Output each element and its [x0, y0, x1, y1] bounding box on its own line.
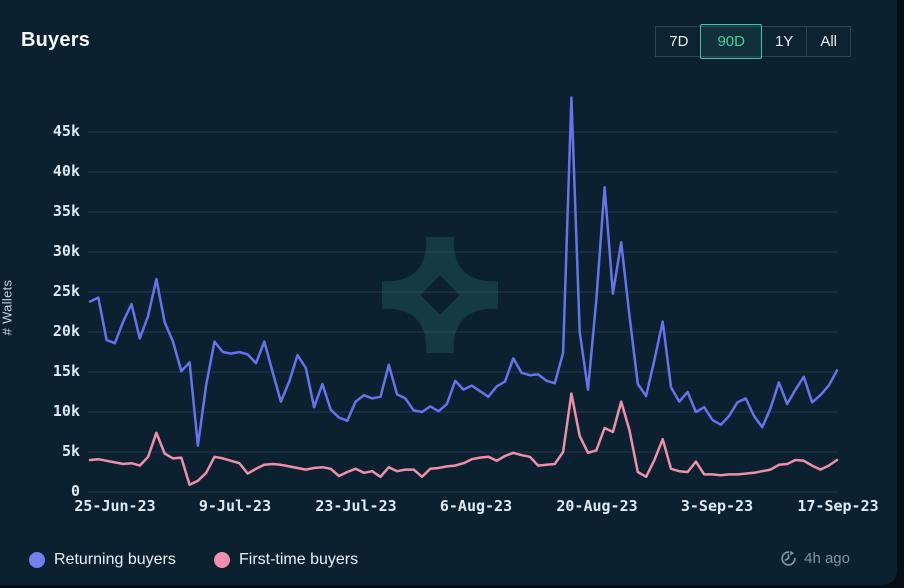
- range-all-button[interactable]: All: [806, 27, 850, 56]
- gridlines: [88, 131, 838, 493]
- page-title: Buyers: [21, 29, 91, 51]
- range-7d-button[interactable]: 7D: [656, 27, 701, 56]
- y-tick-35k: 35k: [52, 202, 80, 220]
- first-time-buyers-dot-icon: [214, 552, 230, 568]
- y-tick-5k: 5k: [61, 442, 80, 460]
- x-tick-3: 6-Aug-23: [439, 497, 513, 515]
- last-updated-label: 4h ago: [804, 550, 850, 567]
- x-tick-6: 17-Sep-23: [797, 497, 879, 515]
- range-90d-button[interactable]: 90D: [700, 24, 762, 59]
- y-axis-title: # Wallets: [0, 279, 15, 336]
- y-tick-25k: 25k: [52, 282, 80, 300]
- y-tick-15k: 15k: [52, 362, 80, 380]
- x-tick-4: 20-Aug-23: [556, 497, 638, 515]
- clock-history-icon: [781, 550, 796, 566]
- legend-label: First-time buyers: [239, 551, 359, 568]
- y-tick-40k: 40k: [52, 162, 80, 180]
- y-tick-20k: 20k: [52, 322, 80, 340]
- x-tick-2: 23-Jul-23: [315, 497, 397, 515]
- y-tick-10k: 10k: [52, 402, 80, 420]
- time-range-selector: 7D 90D 1Y All: [655, 24, 851, 59]
- legend-item-first-time-buyers[interactable]: First-time buyers: [214, 549, 358, 571]
- x-tick-5: 3-Sep-23: [680, 497, 754, 515]
- returning-buyers-dot-icon: [29, 552, 45, 568]
- y-tick-0: 0: [70, 482, 80, 500]
- x-tick-1: 9-Jul-23: [198, 497, 272, 515]
- series-line-returning-buyers: [88, 96, 839, 447]
- y-tick-45k: 45k: [52, 122, 80, 140]
- legend-label: Returning buyers: [54, 551, 176, 568]
- series-lines: [88, 96, 839, 487]
- series-line-first-time-buyers: [88, 392, 839, 487]
- y-tick-30k: 30k: [52, 242, 80, 260]
- x-tick-0: 25-Jun-23: [74, 497, 156, 515]
- legend-item-returning-buyers[interactable]: Returning buyers: [29, 549, 176, 571]
- last-updated: 4h ago: [780, 550, 850, 567]
- watermark-logo-icon: [382, 237, 498, 353]
